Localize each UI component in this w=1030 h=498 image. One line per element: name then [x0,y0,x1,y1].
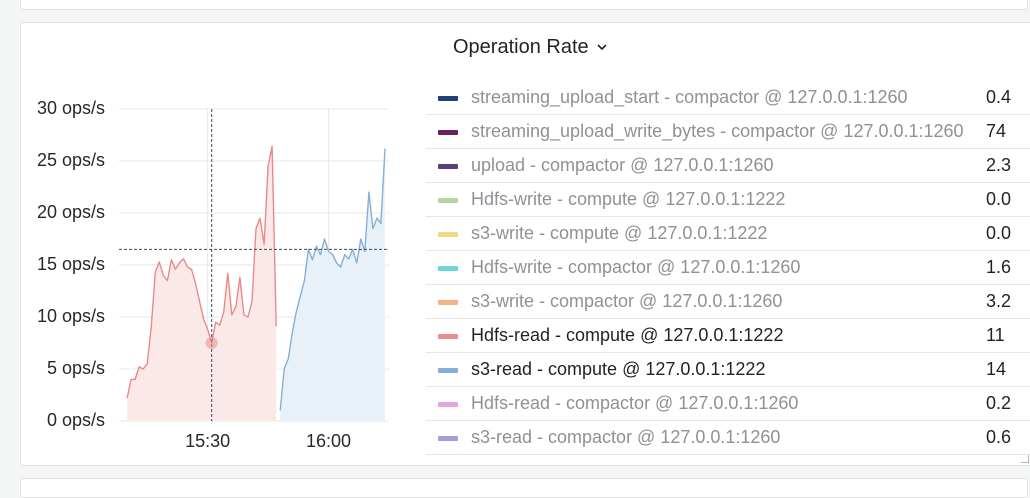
legend-item[interactable]: Hdfs-read - compute @ 127.0.0.1:1222 11 [426,319,1030,353]
legend-swatch [438,266,458,271]
legend-label: s3-read - compactor @ 127.0.0.1:1260 [471,427,780,448]
legend-value: 0.2 [986,393,1011,414]
legend-value: 0.0 [986,223,1011,244]
legend-swatch [438,198,458,203]
legend-label: s3-write - compactor @ 127.0.0.1:1260 [471,291,782,312]
legend-value: 0.6 [986,427,1011,448]
series-area-1 [280,149,385,422]
series-area-0 [127,146,276,421]
legend-label: upload - compactor @ 127.0.0.1:1260 [471,155,773,176]
previous-panel [20,0,1028,10]
legend-label: Hdfs-read - compute @ 127.0.0.1:1222 [471,325,783,346]
legend-value: 11 [986,325,1005,346]
panel-title-menu[interactable]: Operation Rate [453,35,609,59]
legend-swatch [438,300,458,305]
legend-value: 14 [986,359,1006,380]
chevron-down-icon [595,40,609,54]
legend-label: s3-write - compute @ 127.0.0.1:1222 [471,223,767,244]
legend-item[interactable]: s3-write - compute @ 127.0.0.1:1222 0.0 [426,217,1030,251]
legend-value: 0.0 [986,189,1011,210]
legend-swatch [438,96,458,101]
legend-item[interactable]: streaming_upload_write_bytes - compactor… [426,115,1030,149]
legend-item[interactable]: s3-read - compute @ 127.0.0.1:1222 14 [426,353,1030,387]
legend-item[interactable]: s3-read - compactor @ 127.0.0.1:1260 0.6 [426,421,1030,455]
legend-item[interactable]: streaming_upload_start - compactor @ 127… [426,81,1030,115]
legend-swatch [438,334,458,339]
legend-label: s3-read - compute @ 127.0.0.1:1222 [471,359,765,380]
legend-value: 1.6 [986,257,1011,278]
legend-label: streaming_upload_start - compactor @ 127… [471,87,908,108]
legend-label: Hdfs-write - compute @ 127.0.0.1:1222 [471,189,785,210]
panel-title: Operation Rate [453,36,589,59]
legend-value: 74 [986,121,1006,142]
legend-swatch [438,402,458,407]
legend-item[interactable]: upload - compactor @ 127.0.0.1:1260 2.3 [426,149,1030,183]
legend-item[interactable]: s3-write - compactor @ 127.0.0.1:1260 3.2 [426,285,1030,319]
hover-marker [206,337,218,349]
legend-swatch [438,436,458,441]
legend-swatch [438,368,458,373]
legend: streaming_upload_start - compactor @ 127… [426,81,1030,461]
legend-swatch [438,130,458,135]
next-panel [20,478,1028,498]
legend-label: Hdfs-read - compactor @ 127.0.0.1:1260 [471,393,798,414]
legend-label: streaming_upload_write_bytes - compactor… [471,121,964,142]
legend-label: Hdfs-write - compactor @ 127.0.0.1:1260 [471,257,800,278]
legend-swatch [438,164,458,169]
plot-area[interactable] [21,23,441,467]
legend-swatch [438,232,458,237]
legend-value: 2.3 [986,155,1011,176]
legend-item[interactable]: Hdfs-write - compute @ 127.0.0.1:1222 0.0 [426,183,1030,217]
legend-value: 3.2 [986,291,1011,312]
resize-handle-icon[interactable] [1021,455,1029,463]
legend-item[interactable]: Hdfs-read - compactor @ 127.0.0.1:1260 0.… [426,387,1030,421]
legend-value: 0.4 [986,87,1011,108]
legend-item[interactable]: Hdfs-write - compactor @ 127.0.0.1:1260 1… [426,251,1030,285]
